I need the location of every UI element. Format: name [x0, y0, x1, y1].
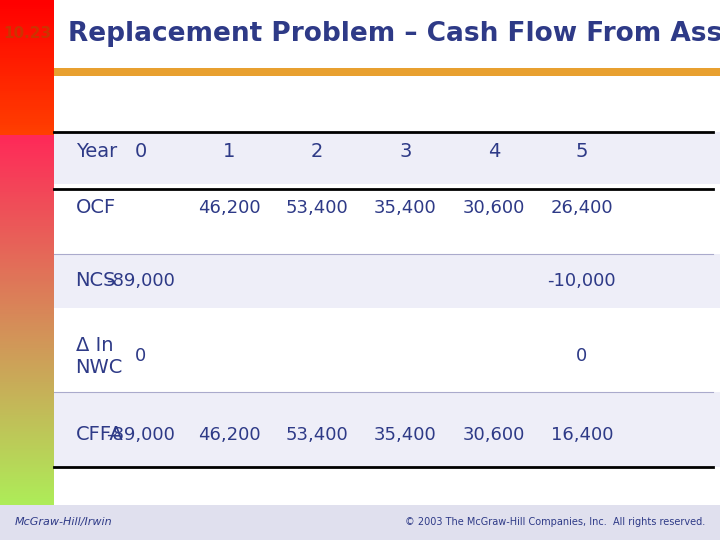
FancyBboxPatch shape	[54, 68, 720, 76]
FancyBboxPatch shape	[54, 0, 720, 68]
Text: 35,400: 35,400	[374, 426, 437, 444]
Text: 1: 1	[222, 141, 235, 161]
Text: 46,200: 46,200	[198, 199, 260, 217]
Text: 26,400: 26,400	[551, 199, 613, 217]
FancyBboxPatch shape	[54, 132, 720, 184]
Text: 35,400: 35,400	[374, 199, 437, 217]
Text: McGraw-Hill/Irwin: McGraw-Hill/Irwin	[14, 517, 112, 528]
Text: © 2003 The McGraw-Hill Companies, Inc.  All rights reserved.: © 2003 The McGraw-Hill Companies, Inc. A…	[405, 517, 706, 528]
Text: OCF: OCF	[76, 198, 116, 218]
Text: 3: 3	[399, 141, 412, 161]
Text: NCS: NCS	[76, 271, 116, 291]
FancyBboxPatch shape	[54, 254, 720, 308]
Text: 5: 5	[575, 141, 588, 161]
Text: 46,200: 46,200	[198, 426, 260, 444]
Text: 16,400: 16,400	[551, 426, 613, 444]
Text: 53,400: 53,400	[285, 426, 348, 444]
Text: -10,000: -10,000	[547, 272, 616, 290]
Text: 0: 0	[134, 141, 147, 161]
Text: 10.23: 10.23	[3, 26, 51, 41]
Text: 0: 0	[135, 347, 146, 366]
Text: 30,600: 30,600	[463, 199, 525, 217]
Text: 53,400: 53,400	[285, 199, 348, 217]
FancyBboxPatch shape	[54, 392, 720, 467]
Text: 30,600: 30,600	[463, 426, 525, 444]
Text: 4: 4	[487, 141, 500, 161]
FancyBboxPatch shape	[54, 76, 720, 505]
Text: Year: Year	[76, 141, 117, 161]
Text: 2: 2	[310, 141, 323, 161]
Text: 0: 0	[576, 347, 588, 366]
Text: -89,000: -89,000	[106, 272, 175, 290]
Text: Replacement Problem – Cash Flow From Assets: Replacement Problem – Cash Flow From Ass…	[68, 21, 720, 47]
Text: -89,000: -89,000	[106, 426, 175, 444]
FancyBboxPatch shape	[0, 505, 720, 540]
Text: Δ In
NWC: Δ In NWC	[76, 336, 123, 377]
Text: CFFA: CFFA	[76, 425, 123, 444]
